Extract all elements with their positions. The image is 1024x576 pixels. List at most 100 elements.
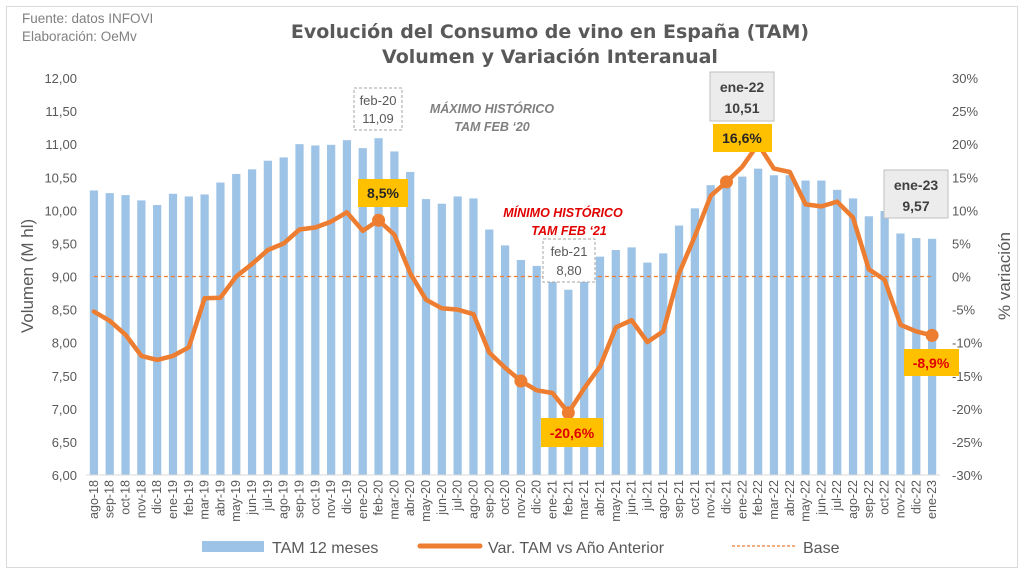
highlight-point <box>372 213 386 227</box>
bar <box>896 233 905 475</box>
x-tick-label: jun-19 <box>245 480 259 516</box>
max-callout: feb-20 11,09 <box>353 87 403 131</box>
bar <box>848 198 858 475</box>
x-tick-label: nov-18 <box>134 480 148 518</box>
x-tick-label: abr-22 <box>783 480 797 516</box>
y2-tick-label: 15% <box>952 170 978 185</box>
pct-label-ene23: -8,9% <box>904 349 959 376</box>
bar <box>358 148 367 476</box>
bar <box>659 253 668 475</box>
bar <box>137 200 146 476</box>
x-tick-label: feb-20 <box>372 480 386 515</box>
bar <box>754 168 763 476</box>
y2-tick-label: -20% <box>952 402 983 417</box>
x-tick-label: oct-18 <box>119 480 133 515</box>
pct-label-ene22: 16,6% <box>713 124 772 152</box>
bar <box>817 180 826 475</box>
x-tick-label: jun-22 <box>814 480 828 516</box>
y2-tick-label: -25% <box>952 435 983 450</box>
bar <box>627 247 636 475</box>
x-tick-label: ene-23 <box>925 480 939 519</box>
x-tick-label: dic-22 <box>909 480 923 514</box>
y-tick-label: 9,50 <box>52 236 77 251</box>
bar <box>706 185 715 475</box>
x-tick-label: jul-22 <box>830 480 844 512</box>
x-tick-label: ago-21 <box>656 480 670 519</box>
max-text-line2: TAM FEB ‘20 <box>454 120 530 134</box>
x-tick-label: oct-21 <box>688 480 702 515</box>
y-tick-label: 11,00 <box>45 137 77 152</box>
y-tick-label: 9,00 <box>52 270 77 285</box>
bar <box>580 266 589 475</box>
x-tick-label: may-22 <box>799 480 813 522</box>
y2-tick-label: 10% <box>952 203 978 218</box>
bar <box>327 144 336 475</box>
x-tick-label: nov-22 <box>893 480 907 518</box>
bar <box>722 183 731 475</box>
source-line: Fuente: datos INFOVI <box>22 11 154 26</box>
bar <box>216 182 225 475</box>
x-tick-label: abr-21 <box>593 480 607 516</box>
y-tick-label: 12,00 <box>44 71 77 86</box>
y2-tick-label: -5% <box>952 303 976 318</box>
bar <box>690 208 699 475</box>
x-tick-label: ene-20 <box>356 480 370 519</box>
bar <box>105 193 114 475</box>
x-tick-label: sep-19 <box>293 480 307 518</box>
bar <box>500 245 510 475</box>
variation-line <box>91 141 935 416</box>
pct-feb21-text: -20,6% <box>550 425 595 441</box>
x-tick-label: may-21 <box>609 480 623 522</box>
bar <box>864 216 873 475</box>
highlight-point <box>561 406 575 420</box>
highlight-point <box>925 328 939 342</box>
y-tick-label: 8,00 <box>52 336 77 351</box>
y-tick-label: 8,50 <box>52 303 77 318</box>
legend-base-label: Base <box>803 540 840 557</box>
min-callout: feb-21 8,80 <box>542 238 596 283</box>
max-callout-value: 11,09 <box>362 111 394 126</box>
x-tick-label: mar-19 <box>198 480 212 520</box>
highlight-points <box>372 175 939 420</box>
bar <box>263 160 272 476</box>
x-tick-label: oct-19 <box>308 480 322 515</box>
highlight-point <box>720 175 733 189</box>
x-axis-ticks: ago-18 sep-18 oct-18 nov-18 dic-18 ene-19 feb-… <box>87 480 939 522</box>
pct-label-feb20: 8,5% <box>358 179 408 207</box>
bar <box>374 138 383 475</box>
bar <box>89 190 99 475</box>
x-tick-label: dic-20 <box>530 480 544 514</box>
x-tick-label: ago-19 <box>277 480 291 519</box>
y2-tick-label: -15% <box>952 369 983 384</box>
x-tick-label: ago-20 <box>466 480 480 519</box>
y2-tick-label: 5% <box>952 236 971 251</box>
max-text-line1: MÁXIMO HISTÓRICO <box>430 101 555 116</box>
x-tick-label: jun-20 <box>435 480 449 516</box>
x-tick-label: dic-21 <box>720 480 734 514</box>
x-tick-label: ene-22 <box>735 480 749 519</box>
bar <box>801 180 810 475</box>
x-tick-label: mar-20 <box>387 480 401 520</box>
bar <box>279 157 288 475</box>
y2-tick-label: -30% <box>952 468 983 483</box>
legend: TAM 12 meses Var. TAM vs Año Anterior Ba… <box>202 540 840 557</box>
bar <box>564 289 573 475</box>
legend-bar-label: TAM 12 meses <box>272 540 378 557</box>
bar <box>532 265 541 475</box>
x-tick-label: ene-21 <box>546 480 560 519</box>
bar <box>342 140 352 476</box>
ene22-callout: ene-22 10,51 <box>709 71 775 122</box>
x-tick-label: nov-19 <box>324 480 338 518</box>
chart-title: Evolución del Consumo de vino en España … <box>290 21 810 43</box>
left-axis-ticks: 12,00 11,50 11,00 10,50 10,00 9,50 9,00 8,50 8,0… <box>44 71 77 483</box>
bar <box>469 198 478 475</box>
bar <box>390 151 399 475</box>
legend-line-label: Var. TAM vs Año Anterior <box>488 540 665 557</box>
x-tick-label: jul-19 <box>261 480 275 512</box>
x-tick-label: jul-21 <box>640 480 654 512</box>
x-tick-label: oct-20 <box>498 480 512 515</box>
chart-subtitle: Volumen y Variación Interanual <box>382 46 718 68</box>
y2-axis-label: % variación <box>995 232 1014 320</box>
x-tick-label: dic-19 <box>340 480 354 514</box>
